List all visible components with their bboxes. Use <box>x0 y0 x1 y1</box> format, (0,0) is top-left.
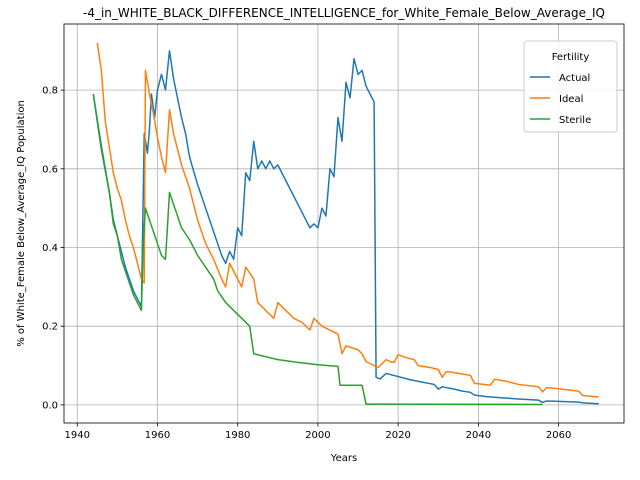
legend-label-sterile: Sterile <box>559 115 591 126</box>
y-axis-label: % of White_Female Below_Average_IQ Popul… <box>16 100 27 347</box>
legend-title: Fertility <box>552 52 590 63</box>
legend-label-ideal: Ideal <box>559 94 583 105</box>
y-tick-label: 0.2 <box>42 322 58 333</box>
axis-ticks: 1940 1960 1980 2000 2020 2040 2060 0.0 0.2 0.4 0.6… <box>42 86 571 441</box>
y-tick-label: 0.0 <box>42 400 58 411</box>
chart-title: -4_in_WHITE_BLACK_DIFFERENCE_INTELLIGENC… <box>83 6 605 20</box>
series-line-ideal <box>96 42 599 398</box>
series-line-actual <box>92 50 599 405</box>
series-lines <box>92 42 599 406</box>
y-tick-label: 0.8 <box>42 86 58 97</box>
legend-box <box>523 40 618 133</box>
x-tick-label: 2040 <box>466 430 491 441</box>
legend-items: Actual Ideal Sterile <box>530 73 591 126</box>
x-tick-label: 1960 <box>145 430 170 441</box>
plot-frame <box>63 23 625 424</box>
x-axis-label: Years <box>330 453 357 464</box>
legend-label-actual: Actual <box>559 73 590 84</box>
y-tick-label: 0.4 <box>42 243 58 254</box>
x-tick-label: 2020 <box>385 430 410 441</box>
legend: Fertility Actual Ideal Sterile <box>523 40 618 133</box>
x-tick-label: 2060 <box>546 430 571 441</box>
series-line-sterile <box>92 93 543 406</box>
x-tick-label: 1940 <box>65 430 90 441</box>
x-tick-label: 1980 <box>225 430 250 441</box>
y-tick-label: 0.6 <box>42 164 58 175</box>
x-tick-label: 2000 <box>305 430 330 441</box>
